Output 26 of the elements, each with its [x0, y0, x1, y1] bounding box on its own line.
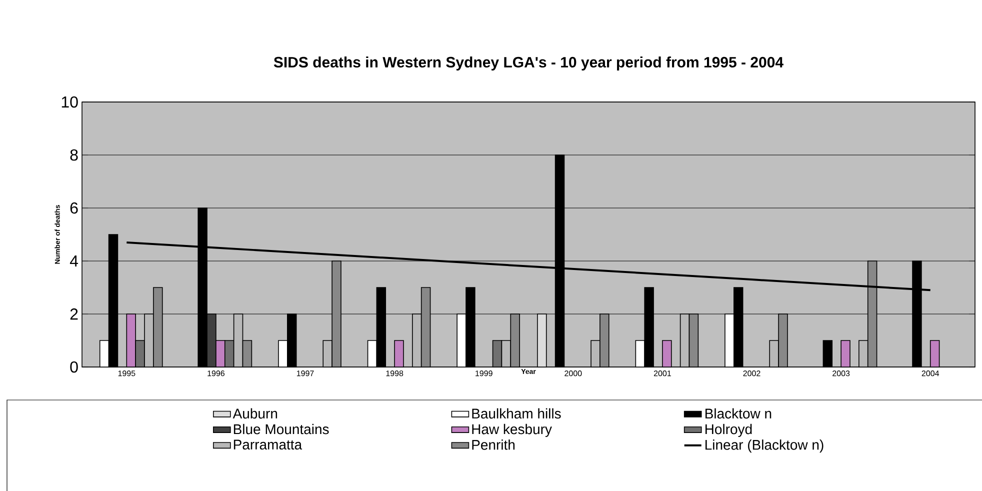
x-tick-label: 2004	[922, 370, 940, 376]
legend-label: Auburn	[232, 408, 278, 419]
x-tick-label: 2001	[654, 370, 671, 376]
x-tick-label: 2003	[832, 370, 850, 376]
legend-label: Penrith	[472, 440, 515, 450]
legend-label: Linear (Blacktow n)	[705, 440, 824, 453]
legend-label: Holroyd	[705, 424, 752, 437]
y-tick-label: 6	[70, 202, 78, 214]
x-tick-label: 1997	[296, 370, 314, 376]
y-tick-label: 0	[70, 361, 78, 373]
x-tick-label: 1998	[386, 370, 404, 376]
legend-label: Blue Mountains	[234, 424, 329, 434]
legend-label: Parramatta	[234, 440, 302, 450]
x-tick-label: 1995	[118, 370, 136, 376]
y-tick-label: 4	[70, 255, 78, 266]
x-tick-label: 2000	[564, 370, 582, 376]
y-tick-label: 8	[70, 149, 78, 161]
y-tick-label: 10	[62, 96, 78, 108]
legend-label: Blacktow n	[705, 408, 772, 419]
y-tick-label: 2	[70, 308, 78, 320]
x-tick-label: 1999	[476, 370, 492, 376]
x-tick-label: 2002	[743, 370, 760, 376]
legend-label: Baulkham hills	[472, 408, 561, 419]
legend-label: Haw kesbury	[472, 424, 552, 437]
chart-title: SIDS deaths in Western Sydney LGA's - 10 year period from 1995 - 2004	[274, 56, 784, 70]
x-tick-label: 1996	[208, 370, 224, 376]
